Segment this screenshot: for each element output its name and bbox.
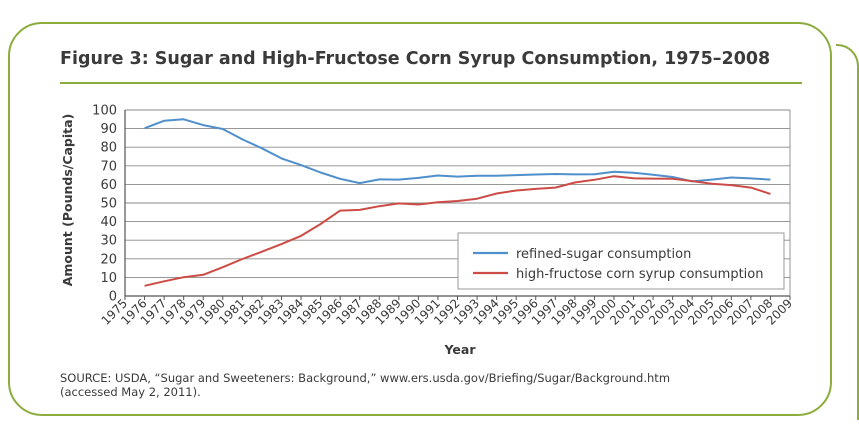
legend-box (457, 232, 785, 290)
y-tick-label: 60 (100, 178, 117, 193)
y-tick-label: 80 (100, 141, 117, 156)
y-tick-label: 30 (100, 234, 117, 249)
legend: refined-sugar consumption high-fructose … (457, 232, 785, 290)
y-tick-label: 10 (100, 271, 117, 286)
x-axis-title: Year (444, 342, 477, 357)
y-tick-label: 100 (92, 104, 117, 119)
y-tick-labels: 0 10 20 30 40 50 60 70 80 90 100 (92, 104, 117, 305)
legend-label-refined-sugar: refined-sugar consumption (516, 247, 691, 262)
x-tick-labels: 1975197619771978197919801981198219831984… (99, 296, 795, 327)
source-line-1: SOURCE: USDA, “Sugar and Sweeteners: Bac… (60, 371, 671, 385)
series-line-refined-sugar (144, 118, 771, 185)
legend-label-hfcs: high-fructose corn syrup consumption (516, 267, 764, 282)
source-note: SOURCE: USDA, “Sugar and Sweeteners: Bac… (60, 371, 670, 399)
y-tick-label: 40 (100, 215, 117, 230)
title-rule (60, 82, 802, 84)
y-tick-label: 20 (100, 252, 117, 267)
y-tick-label: 70 (100, 159, 117, 174)
axes (124, 110, 791, 300)
source-line-2: (accessed May 2, 2011). (60, 385, 201, 399)
figure-title: Figure 3: Sugar and High-Fructose Corn S… (60, 49, 771, 69)
series-line-hfcs (144, 175, 771, 287)
figure-frame (8, 22, 832, 416)
series-lines (144, 118, 771, 287)
y-axis-title: Amount (Pounds/Capita) (60, 114, 75, 287)
y-tick-label: 90 (100, 122, 117, 137)
y-tick-label: 0 (109, 290, 117, 305)
y-tick-label: 50 (100, 197, 117, 212)
